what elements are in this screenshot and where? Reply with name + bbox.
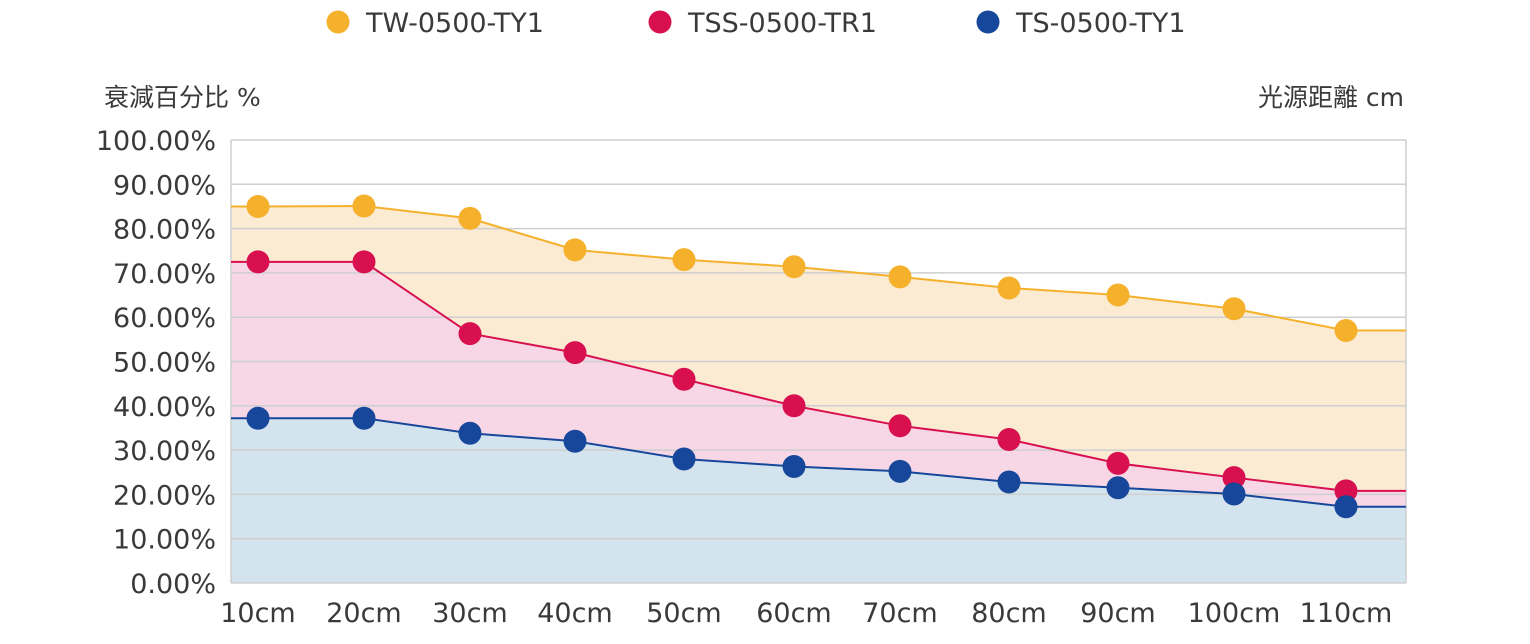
x-tick-label: 30cm — [432, 598, 508, 629]
point-ts-0500-ty1-90cm — [1106, 476, 1130, 500]
series-points — [246, 194, 1358, 519]
y-tick-label: 50.00% — [113, 348, 216, 379]
gridlines — [230, 139, 1407, 584]
point-ts-0500-ty1-80cm — [997, 470, 1021, 494]
point-tw-0500-ty1-90cm — [1106, 283, 1130, 307]
point-tw-0500-ty1-110cm — [1334, 318, 1358, 342]
y-tick-label: 90.00% — [113, 170, 216, 201]
legend-marker-ts-0500-ty1 — [976, 10, 1000, 34]
point-ts-0500-ty1-30cm — [458, 421, 482, 445]
point-tw-0500-ty1-80cm — [997, 276, 1021, 300]
point-tw-0500-ty1-70cm — [888, 265, 912, 289]
point-tss-0500-tr1-100cm — [1222, 466, 1246, 490]
area-ts-0500-ty1 — [231, 418, 1406, 583]
x-tick-label: 10cm — [220, 598, 296, 629]
point-tss-0500-tr1-90cm — [1106, 451, 1130, 475]
y-tick-label: 30.00% — [113, 436, 216, 467]
x-tick-label: 100cm — [1188, 598, 1281, 629]
point-ts-0500-ty1-40cm — [563, 429, 587, 453]
point-tw-0500-ty1-30cm — [458, 206, 482, 230]
y-tick-label: 0.00% — [130, 569, 216, 600]
x-axis-label: 光源距離 cm — [1258, 83, 1404, 112]
point-tss-0500-tr1-50cm — [672, 367, 696, 391]
y-tick-labels: 0.00% 10.00% 20.00% 30.00% 40.00% 50.00% 60.00… — [96, 126, 216, 600]
point-tss-0500-tr1-40cm — [563, 341, 587, 365]
x-tick-label: 80cm — [971, 598, 1047, 629]
y-tick-label: 10.00% — [113, 525, 216, 556]
x-tick-label: 20cm — [326, 598, 402, 629]
point-tw-0500-ty1-10cm — [246, 194, 270, 218]
x-tick-label: 70cm — [862, 598, 938, 629]
x-tick-label: 90cm — [1080, 598, 1156, 629]
x-tick-label: 50cm — [646, 598, 722, 629]
point-ts-0500-ty1-10cm — [246, 406, 270, 430]
legend-label-tss-0500-tr1: TSS-0500-TR1 — [687, 8, 877, 39]
y-tick-label: 80.00% — [113, 215, 216, 246]
point-ts-0500-ty1-70cm — [888, 459, 912, 483]
point-tss-0500-tr1-10cm — [246, 250, 270, 274]
point-tss-0500-tr1-110cm — [1334, 479, 1358, 503]
point-ts-0500-ty1-20cm — [352, 406, 376, 430]
point-tw-0500-ty1-20cm — [352, 194, 376, 218]
x-tick-label: 110cm — [1300, 598, 1393, 629]
point-tw-0500-ty1-50cm — [672, 248, 696, 272]
y-tick-label: 20.00% — [113, 480, 216, 511]
legend-marker-tss-0500-tr1 — [648, 10, 672, 34]
point-tw-0500-ty1-100cm — [1222, 297, 1246, 321]
y-tick-label: 40.00% — [113, 392, 216, 423]
point-tss-0500-tr1-20cm — [352, 250, 376, 274]
point-tss-0500-tr1-70cm — [888, 414, 912, 438]
point-ts-0500-ty1-100cm — [1222, 482, 1246, 506]
x-tick-label: 40cm — [537, 598, 613, 629]
legend-label-tw-0500-ty1: TW-0500-TY1 — [365, 8, 544, 39]
y-tick-label: 60.00% — [113, 303, 216, 334]
point-ts-0500-ty1-110cm — [1334, 495, 1358, 519]
point-ts-0500-ty1-60cm — [782, 454, 806, 478]
point-tw-0500-ty1-40cm — [563, 238, 587, 262]
y-tick-label: 70.00% — [113, 259, 216, 290]
point-tw-0500-ty1-60cm — [782, 255, 806, 279]
legend-marker-tw-0500-ty1 — [326, 10, 350, 34]
point-tss-0500-tr1-60cm — [782, 394, 806, 418]
legend-label-ts-0500-ty1: TS-0500-TY1 — [1015, 8, 1186, 39]
point-tss-0500-tr1-80cm — [997, 427, 1021, 451]
y-axis-label: 衰減百分比 % — [104, 83, 261, 112]
point-tss-0500-tr1-30cm — [458, 322, 482, 346]
point-ts-0500-ty1-50cm — [672, 447, 696, 471]
x-tick-labels: 10cm 20cm 30cm 40cm 50cm 60cm 70cm 80cm 90cm 100c… — [220, 598, 1392, 629]
legend: TW-0500-TY1 TSS-0500-TR1 TS-0500-TY1 — [326, 8, 1186, 39]
x-tick-label: 60cm — [756, 598, 832, 629]
y-tick-label: 100.00% — [96, 126, 216, 157]
